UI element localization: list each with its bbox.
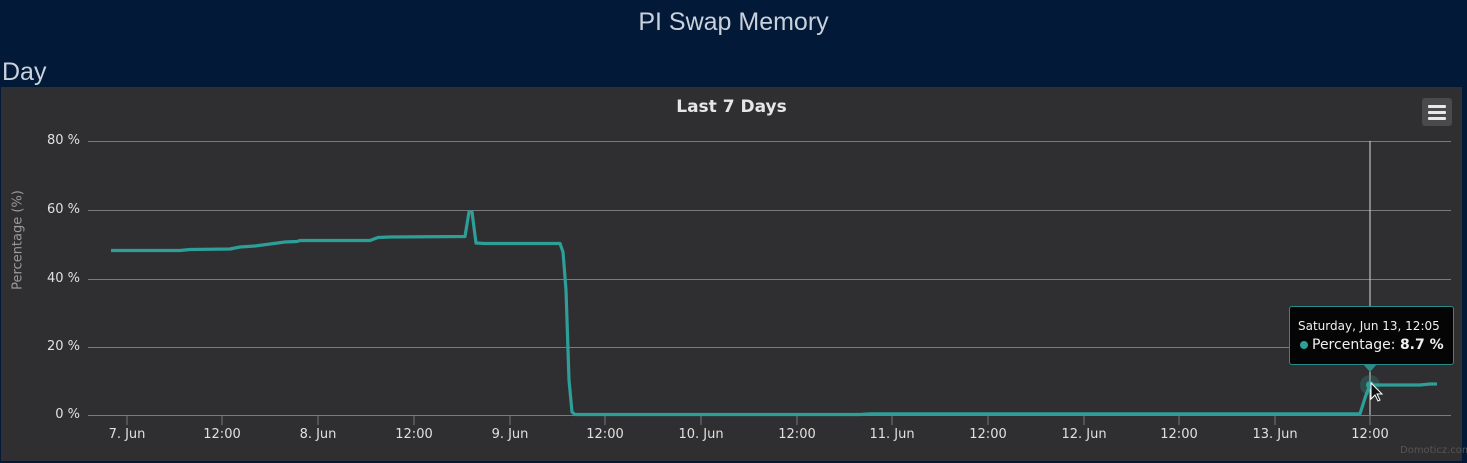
grid-lines: [88, 141, 1451, 416]
tooltip-arrow: [1363, 364, 1377, 372]
tooltip-row: Percentage: 8.7 %: [1300, 337, 1444, 353]
hamburger-menu-icon: [1428, 105, 1446, 108]
y-tick-80: 80 %: [46, 133, 80, 148]
series-line-percentage[interactable]: [111, 210, 1437, 417]
x-tick: 11. Jun: [869, 427, 915, 442]
x-tick: 10. Jun: [678, 427, 724, 442]
x-tick: 12:00: [203, 427, 241, 442]
chart-menu-button[interactable]: [1422, 98, 1452, 126]
y-tick-0: 0 %: [55, 407, 80, 422]
credits-link[interactable]: Domoticz.com: [1400, 445, 1467, 456]
x-tick: 12:00: [969, 427, 1007, 442]
section-label-day: Day: [2, 58, 47, 86]
tooltip-date: Saturday, Jun 13, 12:05: [1298, 319, 1440, 333]
tooltip-value: 8.7 %: [1399, 337, 1444, 353]
x-tick: 12:00: [1160, 427, 1198, 442]
y-tick-40: 40 %: [46, 271, 80, 286]
x-tick: 12:00: [1351, 427, 1389, 442]
page-title: PI Swap Memory: [638, 8, 829, 36]
mouse-cursor-icon: [1370, 381, 1384, 402]
x-tick: 8. Jun: [299, 427, 337, 442]
x-tick: 12. Jun: [1061, 427, 1107, 442]
x-tick: 12:00: [395, 427, 433, 442]
y-tick-60: 60 %: [46, 202, 80, 217]
x-tick: 13. Jun: [1252, 427, 1298, 442]
chart-tooltip: Saturday, Jun 13, 12:05 Percentage: 8.7 …: [1289, 306, 1454, 365]
hamburger-menu-icon-bar: [1428, 117, 1446, 120]
chart-panel: Last 7 Days: [1, 87, 1462, 461]
x-tick: 7. Jun: [108, 427, 146, 442]
x-tick: 12:00: [778, 427, 816, 442]
x-axis-ticks: [126, 416, 1371, 425]
chart-title: Last 7 Days: [676, 97, 787, 117]
x-tick: 12:00: [586, 427, 624, 442]
tooltip-series-label: Percentage:: [1312, 337, 1396, 353]
hamburger-menu-icon-bar: [1428, 111, 1446, 114]
series-dot-icon: [1300, 341, 1308, 349]
y-tick-20: 20 %: [46, 339, 80, 354]
x-tick: 9. Jun: [491, 427, 529, 442]
